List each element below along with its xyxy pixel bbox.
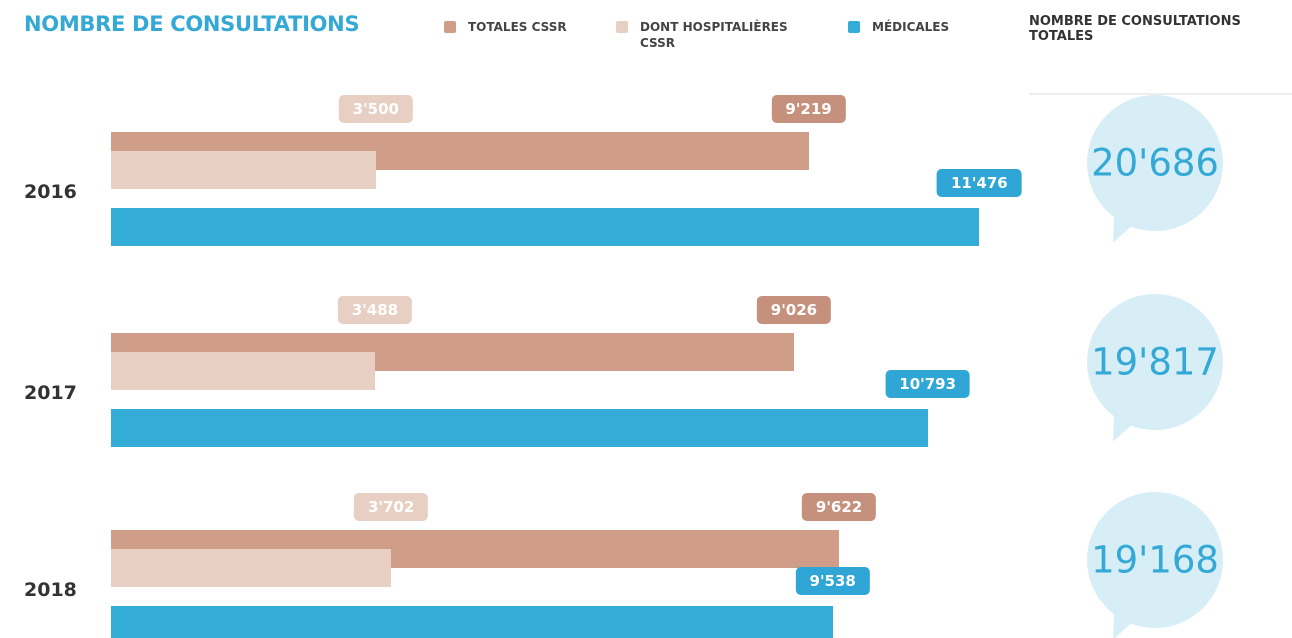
legend-label: MÉDICALES — [872, 20, 950, 34]
value-label: 10'793 — [885, 370, 971, 398]
value-label: 3'500 — [338, 95, 413, 123]
bubble — [1087, 95, 1223, 231]
value-label: 9'219 — [771, 95, 846, 123]
bar — [111, 208, 980, 246]
bar — [111, 409, 928, 447]
bar — [111, 352, 375, 390]
total-value: 19'168 — [1091, 538, 1219, 582]
bubble — [1087, 294, 1223, 430]
value-label: 11'476 — [936, 169, 1022, 197]
legend-label: TOTALES CSSR — [468, 20, 567, 34]
bar — [111, 151, 376, 189]
category-label: 2017 — [24, 382, 77, 404]
value-label: 9'622 — [801, 493, 877, 521]
chart-title: NOMBRE DE CONSULTATIONS — [24, 12, 360, 36]
totals-title: NOMBRE DE CONSULTATIONS TOTALES — [1029, 14, 1241, 44]
total-value: 20'686 — [1091, 141, 1219, 185]
bar — [111, 549, 392, 587]
value-label: 9'026 — [756, 296, 832, 324]
bubble — [1087, 492, 1223, 628]
category-label: 2016 — [24, 181, 77, 203]
legend-swatch — [616, 21, 628, 33]
value-label: 3'702 — [353, 493, 429, 521]
category-label: 2018 — [24, 579, 77, 601]
value-label: 9'538 — [795, 567, 870, 595]
divider — [1029, 93, 1292, 95]
legend-swatch — [848, 21, 860, 33]
bar — [111, 606, 833, 638]
value-label: 3'488 — [337, 296, 413, 324]
total-value: 19'817 — [1091, 340, 1219, 384]
legend-label: DONT HOSPITALIÈRES CSSR — [640, 20, 788, 50]
legend-swatch — [444, 21, 456, 33]
